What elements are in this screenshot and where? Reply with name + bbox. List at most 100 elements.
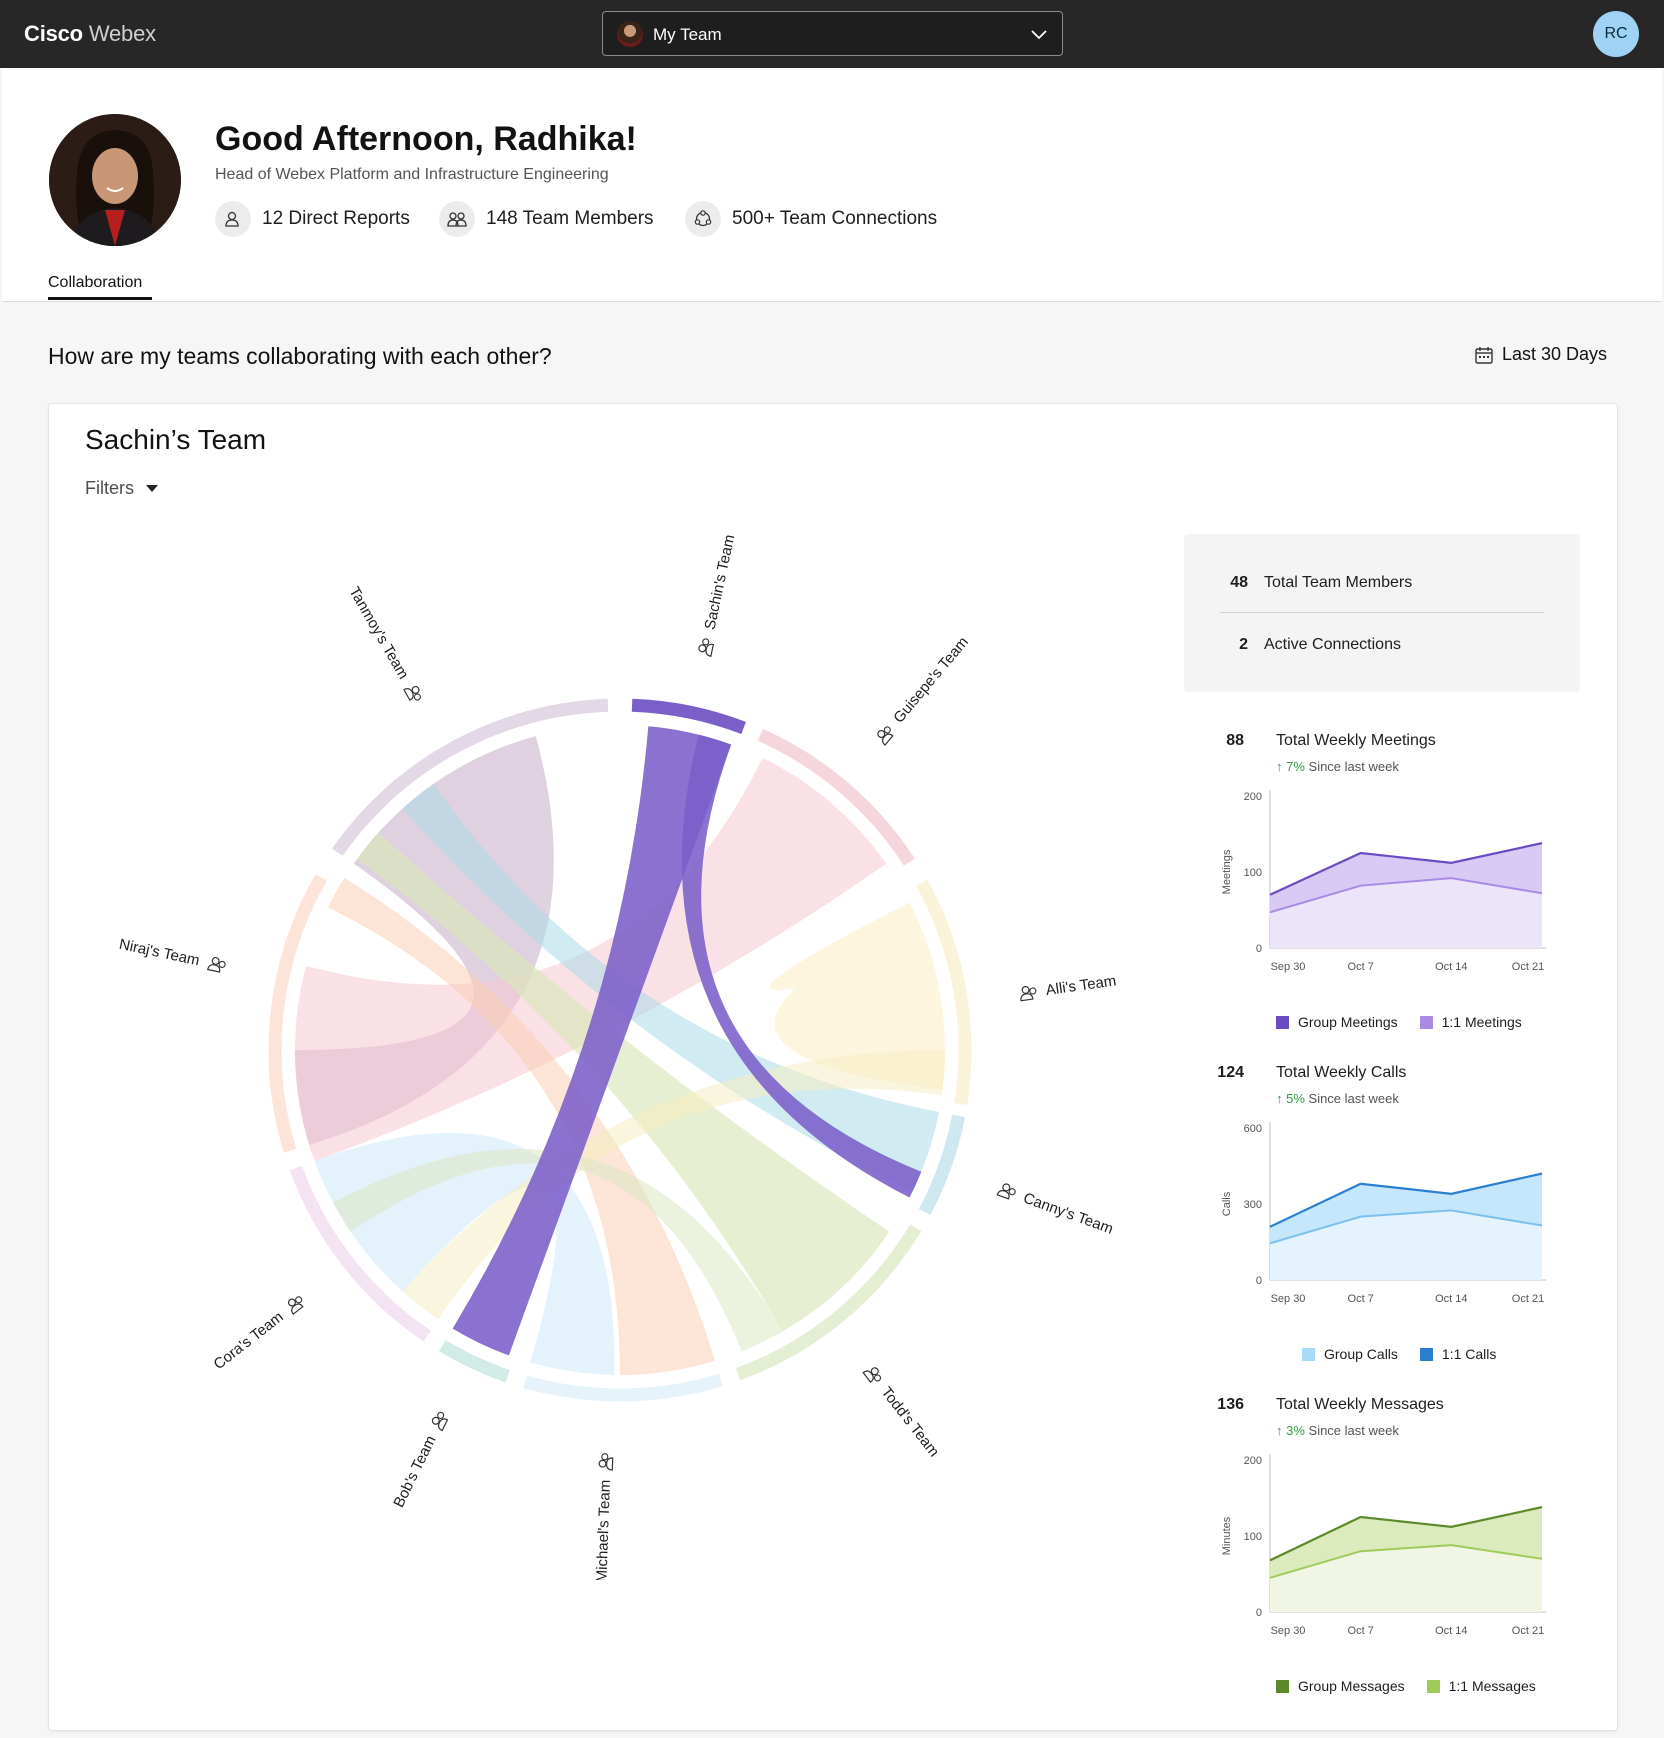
area-chart: 200 100 0 Sep 30 Oct 7 Oct 14 Oct 21 Meetings [1221,790,1546,973]
chord-arc[interactable] [289,1165,431,1342]
chord-arc[interactable] [916,879,972,1105]
chord-team-label[interactable]: Tanmoy's Team [345,584,424,705]
chord-team-label[interactable]: Todd's Team [862,1363,943,1460]
metric-value: 136 [1217,1396,1244,1413]
svg-text:Canny's Team: Canny's Team [1021,1190,1115,1238]
chord-ribbon [402,1050,945,1320]
section-question: How are my teams collaborating with each… [48,343,552,369]
y-axis-label: Minutes [1221,1516,1233,1555]
team-icon [403,685,421,701]
svg-text:Michael's Team: Michael's Team [593,1479,614,1580]
legend-swatch [1419,1347,1433,1361]
legend-item[interactable]: Group Meetings [1276,1014,1398,1030]
person-icon [215,201,251,237]
chord-arc[interactable] [918,1114,966,1216]
legend-swatch [1419,1015,1433,1029]
y-tick-label: 600 [1244,1123,1262,1135]
chord-arc[interactable] [268,874,327,1153]
svg-text:Todd's Team: Todd's Team [878,1384,943,1460]
chord-arc[interactable] [438,1340,510,1383]
chord-team-label[interactable]: Cora's Team [210,1292,307,1373]
x-tick-label: Oct 21 [1512,961,1544,973]
connections-icon [685,201,721,237]
x-tick-label: Oct 14 [1435,1625,1467,1637]
app-logo: Cisco Webex [24,21,156,46]
metric-delta: ↑ 7% Since last week [1276,759,1399,774]
legend-swatch [1276,1015,1289,1029]
svg-text:Guisepe's Team: Guisepe's Team [890,634,972,727]
user-avatar[interactable]: RC [1593,11,1639,57]
legend-label: Group Messages [1298,1678,1405,1694]
top-bar: Cisco Webex My Team RC [0,0,1664,68]
chord-ribbon [452,726,732,1356]
x-tick-label: Oct 7 [1348,1293,1374,1305]
metric-label: Total Weekly Meetings [1276,732,1436,749]
card-title: Sachin’s Team [85,424,267,455]
series-line-top [1269,1172,1543,1228]
team-selector[interactable]: My Team [602,11,1063,56]
team-selector-value: My Team [653,25,722,44]
chord-team-label[interactable]: Sachin's Team [696,533,738,657]
metric-value: 88 [1226,732,1244,749]
chord-team-label[interactable]: Guisepe's Team [874,634,972,747]
chord-arc[interactable] [735,1224,922,1381]
chord-diagram: Sachin's Team Guisepe's Team Alli's Team Ca… [118,533,1118,1580]
legend-item[interactable]: 1:1 Messages [1426,1678,1536,1694]
metric-delta: ↑ 5% Since last week [1276,1091,1399,1106]
legend-item[interactable]: Group Calls [1302,1346,1398,1362]
legend-item[interactable]: 1:1 Calls [1419,1346,1496,1362]
filters-dropdown[interactable]: Filters [85,478,158,499]
chord-team-label[interactable]: Alli's Team [1019,972,1117,1002]
y-tick-label: 0 [1256,1275,1262,1287]
chord-ribbon [327,877,716,1375]
x-tick-label: Oct 7 [1348,961,1374,973]
team-avatar [617,21,643,47]
chord-team-label[interactable]: Canny's Team [996,1181,1116,1238]
y-axis-label: Meetings [1221,849,1233,894]
y-tick-label: 300 [1244,1199,1262,1211]
profile-header: Good Afternoon, Radhika! Head of Webex P… [2,68,1662,302]
chevron-down-icon [1031,30,1047,40]
team-icon [287,1296,304,1315]
team-icon [207,956,226,973]
series-line-top [1269,842,1543,896]
y-tick-label: 0 [1256,943,1262,955]
series-line-top [1269,1506,1543,1562]
chord-arc[interactable] [332,698,609,856]
arrow-up-icon: ↑ 5% [1276,1091,1305,1106]
chord-arc[interactable] [757,728,915,866]
y-tick-label: 100 [1244,1531,1262,1543]
y-tick-label: 200 [1244,791,1262,803]
series-area-bottom [1270,1210,1542,1280]
y-tick-label: 0 [1256,1607,1262,1619]
chord-arc[interactable] [523,1373,723,1402]
chord-ribbon [681,734,922,1198]
date-range-button[interactable]: Last 30 Days [1474,344,1607,365]
greeting: Good Afternoon, Radhika! [215,120,637,158]
y-axis-label: Calls [1221,1191,1233,1216]
tab-collaboration[interactable]: Collaboration [48,274,143,291]
legend-item[interactable]: 1:1 Meetings [1419,1014,1522,1030]
chord-team-label[interactable]: Bob's Team [390,1410,451,1511]
series-line-bottom [1269,877,1543,914]
chord-arc[interactable] [631,698,746,734]
team-icon [431,1411,449,1432]
series-line-bottom [1269,1209,1543,1245]
team-icon [862,1367,882,1383]
legend-label: Group Meetings [1298,1014,1398,1030]
metric-label: Total Weekly Calls [1276,1064,1407,1081]
svg-text:Tanmoy's Team: Tanmoy's Team [345,584,411,682]
chord-team-label[interactable]: Niraj's Team [118,936,227,975]
chord-team-label[interactable]: Michael's Team [593,1453,614,1580]
y-tick-label: 100 [1244,867,1262,879]
team-icon [698,638,715,657]
legend-item[interactable]: Group Messages [1276,1678,1405,1694]
svg-text:Bob's Team: Bob's Team [390,1433,439,1510]
x-tick-label: Sep 30 [1271,1625,1306,1637]
svg-text:Cora's Team: Cora's Team [210,1308,286,1373]
legend-label: 1:1 Messages [1448,1678,1536,1694]
metric-value: 124 [1217,1064,1244,1081]
team-members-stat: 148 Team Members [439,201,654,237]
chord-ribbon [333,1148,783,1352]
metric-label: Total Weekly Messages [1276,1396,1444,1413]
